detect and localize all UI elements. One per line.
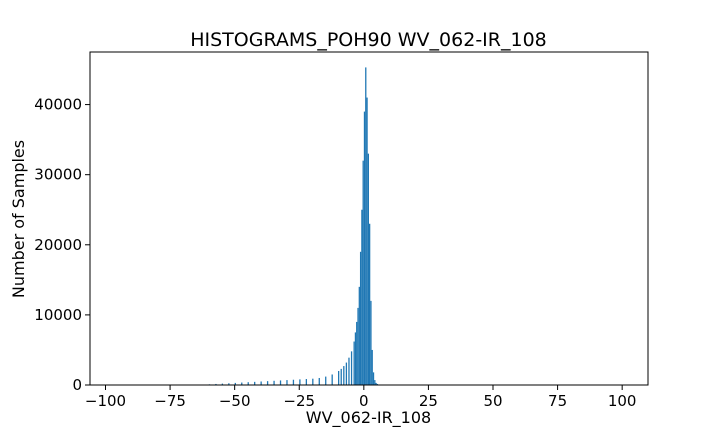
histogram-bar bbox=[355, 332, 356, 385]
x-tick-label: 100 bbox=[608, 392, 637, 410]
histogram-bar bbox=[319, 378, 320, 385]
chart-title: HISTOGRAMS_POH90 WV_062-IR_108 bbox=[190, 29, 547, 51]
histogram-bar bbox=[273, 381, 274, 385]
y-tick-label: 30000 bbox=[34, 166, 82, 184]
histogram-bar bbox=[341, 369, 342, 385]
histogram-bar bbox=[261, 381, 262, 385]
histogram-bar bbox=[366, 98, 367, 385]
y-tick-label: 40000 bbox=[34, 96, 82, 114]
histogram-bar bbox=[368, 154, 369, 385]
histogram-bar bbox=[359, 287, 360, 385]
x-tick-label: −50 bbox=[219, 392, 251, 410]
y-axis-label: Number of Samples bbox=[9, 140, 28, 298]
histogram-bar bbox=[363, 161, 364, 385]
histogram-bars bbox=[209, 67, 381, 385]
y-tick-label: 0 bbox=[72, 376, 82, 394]
histogram-bar bbox=[346, 363, 347, 385]
x-tick-label: 75 bbox=[548, 392, 567, 410]
x-tick-label: −100 bbox=[85, 392, 126, 410]
histogram-bar bbox=[280, 380, 281, 385]
histogram-bar bbox=[373, 372, 374, 385]
y-axis-ticks: 0 10000 20000 30000 40000 bbox=[34, 96, 90, 394]
x-tick-label: −75 bbox=[154, 392, 186, 410]
histogram-bar bbox=[312, 379, 313, 385]
histogram-bar bbox=[357, 308, 358, 385]
histogram-bar bbox=[267, 381, 268, 385]
histogram-bar bbox=[293, 380, 294, 385]
histogram-bar bbox=[343, 366, 344, 385]
histogram-bar bbox=[370, 301, 371, 385]
histogram-bar bbox=[354, 342, 355, 385]
histogram-bar bbox=[351, 351, 352, 385]
histogram-bar bbox=[361, 210, 362, 385]
y-tick-label: 20000 bbox=[34, 236, 82, 254]
histogram-bar bbox=[332, 374, 333, 385]
histogram-bar bbox=[325, 377, 326, 385]
histogram-bar bbox=[369, 224, 370, 385]
histogram-bar bbox=[365, 67, 366, 385]
histogram-bar bbox=[299, 379, 300, 385]
histogram-bar bbox=[372, 350, 373, 385]
x-axis-label: WV_062-IR_108 bbox=[306, 408, 431, 428]
histogram-bar bbox=[356, 322, 357, 385]
histogram-bar bbox=[306, 379, 307, 385]
histogram-bar bbox=[348, 358, 349, 385]
histogram-bar bbox=[364, 112, 365, 385]
y-tick-label: 10000 bbox=[34, 306, 82, 324]
histogram-bar bbox=[374, 380, 375, 385]
x-tick-label: 50 bbox=[483, 392, 502, 410]
histogram-bar bbox=[338, 371, 339, 385]
histogram-bar bbox=[286, 380, 287, 385]
histogram-bar bbox=[360, 252, 361, 385]
